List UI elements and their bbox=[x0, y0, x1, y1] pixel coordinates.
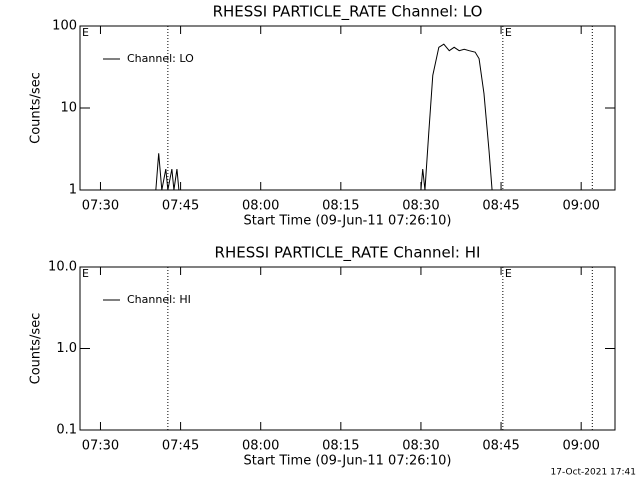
legend-label: Channel: LO bbox=[127, 52, 194, 65]
y-tick-label: 100 bbox=[52, 19, 77, 34]
annotation: E bbox=[82, 26, 89, 39]
x-axis-label: Start Time (09-Jun-11 07:26:10) bbox=[244, 214, 452, 229]
x-tick-label: 07:45 bbox=[162, 439, 199, 454]
legend-label: Channel: HI bbox=[127, 293, 191, 306]
chart-title: RHESSI PARTICLE_RATE Channel: LO bbox=[213, 3, 483, 22]
y-tick-label: 10.0 bbox=[48, 260, 77, 275]
chart-title: RHESSI PARTICLE_RATE Channel: HI bbox=[215, 244, 481, 263]
x-tick-label: 09:00 bbox=[562, 199, 599, 214]
y-tick-label: 0.1 bbox=[56, 423, 77, 438]
plot-frame bbox=[79, 25, 616, 191]
x-tick-label: 08:15 bbox=[322, 439, 359, 454]
x-tick-label: 07:45 bbox=[162, 199, 199, 214]
footer: 17-Oct-2021 17:41 bbox=[551, 468, 636, 478]
x-tick-label: 08:30 bbox=[402, 439, 439, 454]
x-tick-label: 08:45 bbox=[482, 199, 519, 214]
x-axis-label: Start Time (09-Jun-11 07:26:10) bbox=[244, 454, 452, 469]
x-tick-label: 08:00 bbox=[242, 199, 279, 214]
x-tick-label: 08:15 bbox=[322, 199, 359, 214]
annotation: E bbox=[505, 26, 512, 39]
y-tick-label: 10 bbox=[60, 101, 77, 116]
plot-frame bbox=[79, 266, 616, 431]
annotation: E bbox=[82, 267, 89, 280]
x-tick-label: 09:00 bbox=[562, 439, 599, 454]
y-tick-label: 1.0 bbox=[56, 341, 77, 356]
x-tick-label: 08:00 bbox=[242, 439, 279, 454]
x-tick-label: 08:30 bbox=[402, 199, 439, 214]
annotation: E bbox=[505, 267, 512, 280]
y-axis-label: Counts/sec bbox=[29, 313, 44, 385]
y-axis-label: Counts/sec bbox=[29, 72, 44, 144]
x-tick-label: 07:30 bbox=[82, 439, 119, 454]
series-line bbox=[155, 43, 493, 191]
x-tick-label: 08:45 bbox=[482, 439, 519, 454]
x-tick-label: 07:30 bbox=[82, 199, 119, 214]
y-tick-label: 1 bbox=[69, 183, 77, 198]
